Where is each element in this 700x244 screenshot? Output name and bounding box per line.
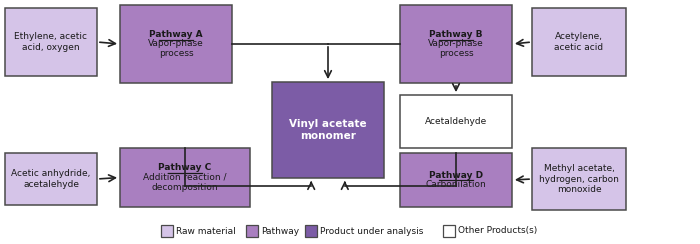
Text: Product under analysis: Product under analysis (321, 226, 424, 235)
Text: Pathway D: Pathway D (429, 171, 483, 180)
Text: Addition reaction /: Addition reaction / (144, 173, 227, 182)
Text: decomposition: decomposition (152, 183, 218, 192)
Bar (5, 153, 97, 205)
Bar (120, 5, 232, 83)
Text: Pathway C: Pathway C (158, 163, 211, 173)
Bar (5, 8, 97, 76)
Text: Other Products(s): Other Products(s) (458, 226, 537, 235)
Text: Acetic anhydride,
acetalehyde: Acetic anhydride, acetalehyde (11, 169, 91, 189)
Text: Raw material: Raw material (176, 226, 235, 235)
Text: Methyl acetate,
hydrogen, carbon
monoxide: Methyl acetate, hydrogen, carbon monoxid… (539, 164, 619, 194)
Text: process: process (439, 49, 473, 58)
Bar (160, 225, 172, 237)
Text: Acetaldehyde: Acetaldehyde (425, 117, 487, 126)
Bar (246, 225, 258, 237)
Text: process: process (159, 49, 193, 58)
Text: Pathway: Pathway (261, 226, 299, 235)
Bar (532, 148, 626, 210)
Bar (120, 148, 250, 207)
Text: Acetylene,
acetic acid: Acetylene, acetic acid (554, 32, 603, 52)
Bar (442, 225, 455, 237)
Text: Vapor-phase: Vapor-phase (148, 40, 204, 49)
Text: Ethylene, acetic
acid, oxygen: Ethylene, acetic acid, oxygen (15, 32, 88, 52)
Bar (400, 95, 512, 148)
Bar (400, 5, 512, 83)
Bar (305, 225, 317, 237)
Bar (272, 82, 384, 178)
Text: Pathway A: Pathway A (149, 30, 203, 39)
Text: Vinyl acetate
monomer: Vinyl acetate monomer (289, 119, 367, 141)
Bar (532, 8, 626, 76)
Text: Pathway B: Pathway B (429, 30, 483, 39)
Text: Vapor-phase: Vapor-phase (428, 40, 484, 49)
Bar (400, 153, 512, 207)
Text: Carbonilation: Carbonilation (426, 180, 486, 189)
